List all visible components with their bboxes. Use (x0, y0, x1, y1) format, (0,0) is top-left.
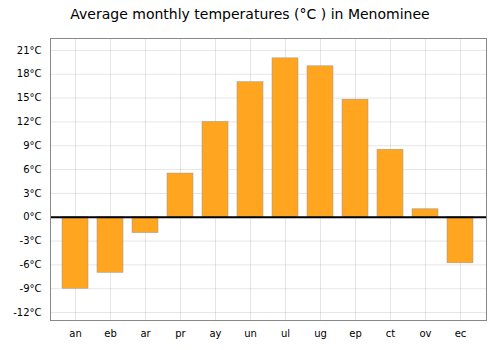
svg-text:ug: ug (314, 328, 327, 339)
svg-text:eb: eb (104, 328, 117, 339)
svg-text:-3°C: -3°C (20, 235, 42, 246)
svg-text:18°C: 18°C (17, 68, 42, 79)
svg-text:ul: ul (281, 328, 290, 339)
svg-text:-12°C: -12°C (13, 307, 41, 318)
svg-text:ay: ay (209, 328, 221, 339)
svg-text:-6°C: -6°C (20, 259, 42, 270)
svg-text:ov: ov (419, 328, 431, 339)
svg-text:ep: ep (349, 328, 362, 339)
svg-text:an: an (69, 328, 81, 339)
svg-text:21°C: 21°C (17, 45, 42, 56)
svg-text:9°C: 9°C (23, 140, 41, 151)
svg-text:ec: ec (455, 328, 467, 339)
svg-text:un: un (244, 328, 257, 339)
svg-text:0°C: 0°C (23, 211, 41, 222)
svg-text:ct: ct (386, 328, 395, 339)
svg-text:ar: ar (140, 328, 151, 339)
svg-text:3°C: 3°C (23, 188, 41, 199)
svg-text:6°C: 6°C (23, 164, 41, 175)
html-text:Average monthly temperatures (: Average monthly temperatures (°C ) in Me… (70, 6, 430, 22)
svg-text:-9°C: -9°C (20, 283, 42, 294)
svg-text:15°C: 15°C (17, 92, 42, 103)
svg-text:pr: pr (175, 328, 186, 339)
svg-text:12°C: 12°C (17, 116, 42, 127)
